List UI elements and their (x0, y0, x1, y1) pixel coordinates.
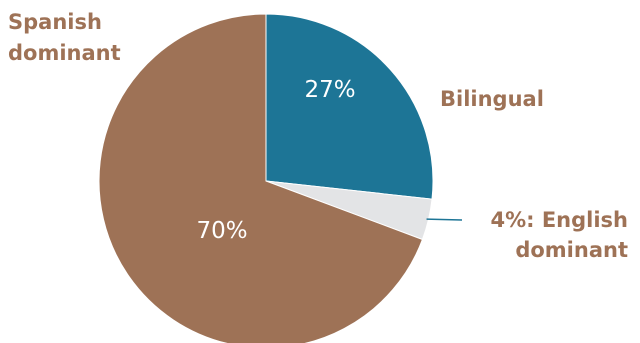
category-label-bilingual: Bilingual (440, 87, 544, 111)
slice-value-label: 27% (304, 77, 355, 103)
pie-labels: 27% 70% Bilingual 4%: English dominant Spanis… (8, 10, 628, 262)
pie-slice-spanish-dominant (98, 13, 424, 343)
pie-slices (98, 13, 434, 343)
category-label-spanish-dominant: Spanish dominant (8, 10, 121, 65)
category-label-english-dominant: 4%: English dominant (490, 208, 628, 262)
pie-slice-bilingual (265, 13, 434, 200)
slice-value-label: 70% (196, 218, 247, 244)
leader-line (426, 218, 463, 221)
